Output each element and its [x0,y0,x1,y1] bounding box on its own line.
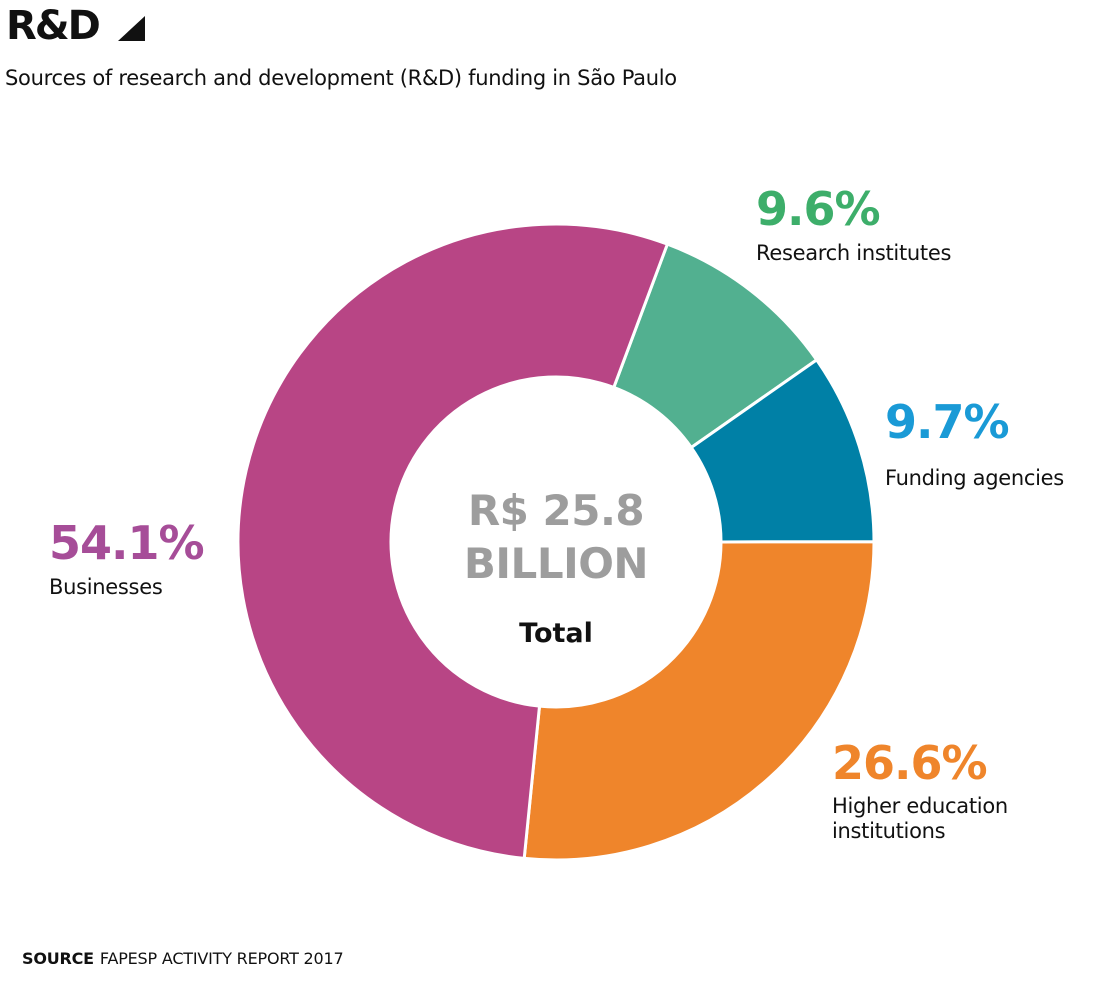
slice-labels: 9.6% Research institutes 9.7% Funding agenc… [49,182,1064,843]
donut-slices [236,222,876,862]
slice-percent-label: 26.6% [832,736,987,790]
chart-subtitle: Sources of research and development (R&D… [5,66,677,90]
slice-percent-label: 9.7% [885,395,1009,449]
slice-category-label: Businesses [49,575,162,599]
center-value-line-2: BILLION [464,539,648,588]
slice-businesses [236,222,670,861]
slice-category-label: Funding agencies [885,466,1064,490]
source-note: SOURCE FAPESP ACTIVITY REPORT 2017 [22,948,344,970]
center-value-line-1: R$ 25.8 [468,486,644,535]
slice-category-label: institutions [832,819,945,843]
triangle-icon [118,16,145,41]
slice-category-label: Higher education [832,794,1008,818]
slice-percent-label: 9.6% [756,182,880,236]
source-label: SOURCE [22,949,94,968]
slice-percent-label: 54.1% [49,516,204,570]
slice-category-label: Research institutes [756,241,951,265]
slice-higher-education-institutions [522,540,876,862]
chart-title: R&D [6,3,101,49]
source-text: FAPESP ACTIVITY REPORT 2017 [99,949,344,968]
center-label: Total [519,618,593,649]
